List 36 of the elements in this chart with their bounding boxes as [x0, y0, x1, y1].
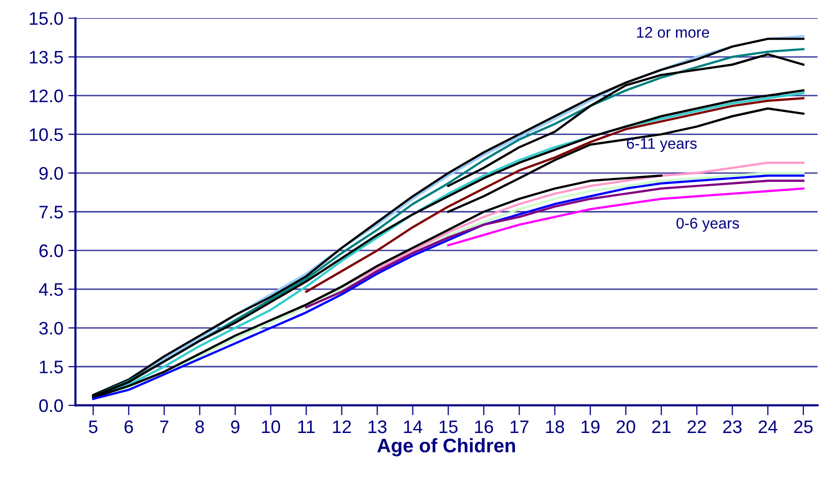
- annotation: 6-11 years: [626, 138, 697, 152]
- x-tick-label: 18: [546, 420, 564, 434]
- y-tick-label: 7.5: [39, 206, 63, 218]
- annotation: 12 or more: [637, 26, 710, 38]
- y-tick-label: 9.0: [39, 166, 63, 180]
- annotation: 0-6 years: [676, 218, 740, 232]
- x-tick-label: 10: [262, 420, 280, 434]
- x-axis-title: Age of Chidren: [377, 438, 515, 456]
- x-tick-label: 21: [652, 420, 670, 434]
- y-tick-label: 13.5: [30, 50, 63, 64]
- x-tick-label: 12: [333, 420, 351, 434]
- x-tick-label: 15: [440, 420, 458, 434]
- x-tick-label: 13: [368, 420, 386, 434]
- x-tick-label: 9: [231, 420, 240, 434]
- y-tick-label: 1.5: [40, 360, 63, 374]
- x-tick-label: 11: [298, 420, 315, 434]
- y-tick-label: 4.5: [38, 283, 63, 296]
- y-tick-label: 10.5: [30, 128, 63, 142]
- x-tick-label: 22: [688, 420, 706, 434]
- y-tick-label: 3.0: [39, 322, 63, 335]
- x-tick-label: 24: [758, 420, 778, 434]
- x-tick-label: 16: [475, 420, 494, 434]
- x-tick-label: 5: [88, 420, 98, 434]
- x-tick-label: 25: [794, 420, 813, 434]
- x-tick-label: 6: [124, 420, 133, 434]
- y-tick-label: 12.0: [30, 90, 63, 102]
- y-tick-label: 15.0: [30, 12, 63, 25]
- x-tick-label: 17: [510, 420, 528, 434]
- x-tick-label: 19: [582, 420, 600, 434]
- y-tick-label: 6.0: [39, 244, 63, 258]
- x-tick-label: 8: [195, 420, 204, 434]
- x-tick-label: 23: [723, 420, 742, 434]
- x-tick-label: 7: [160, 420, 168, 434]
- x-tick-label: 14: [404, 420, 422, 434]
- x-tick-label: 20: [616, 420, 636, 434]
- y-tick-label: 0.0: [39, 399, 63, 412]
